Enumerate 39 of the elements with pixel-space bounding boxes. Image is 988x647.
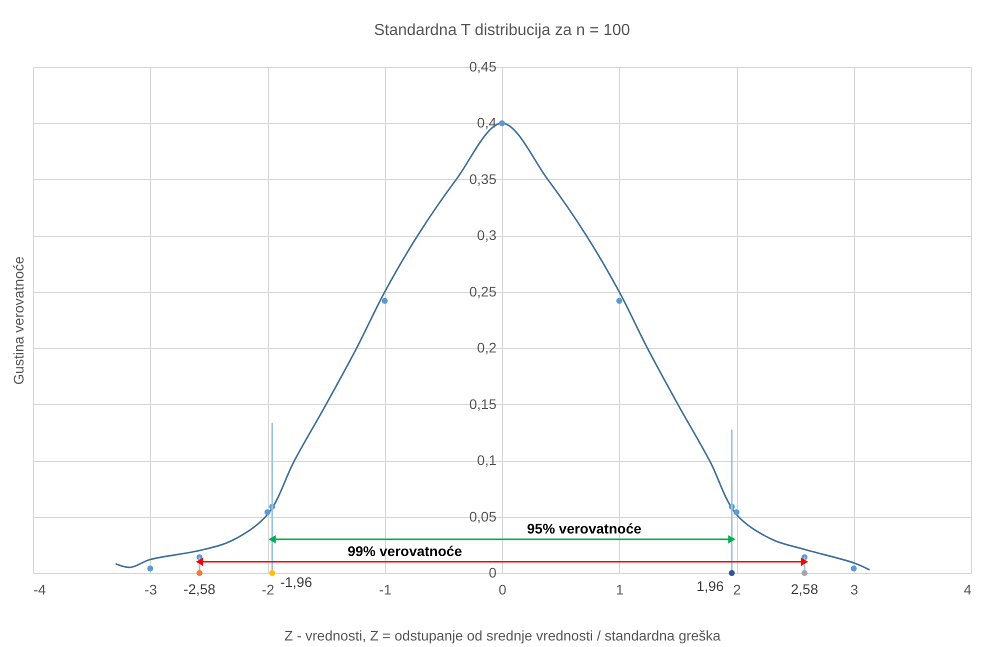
series-label: 99% verovatnoće bbox=[348, 542, 462, 559]
x-tick-label: 0 bbox=[498, 582, 507, 598]
x-tick-label: -3 bbox=[144, 582, 158, 598]
y-tick-label: 0,45 bbox=[469, 58, 497, 74]
y-tick-label: 0,15 bbox=[469, 396, 497, 412]
point bbox=[616, 298, 622, 304]
y-tick-label: 0,2 bbox=[477, 340, 497, 356]
point bbox=[728, 570, 735, 576]
annotation: 2,58 bbox=[790, 581, 818, 597]
x-tick-label: -1 bbox=[379, 582, 392, 598]
y-tick-label: 0,25 bbox=[469, 283, 497, 300]
annotation: 1,96 bbox=[696, 578, 724, 594]
x-tick-label: 1 bbox=[616, 582, 624, 598]
x-tick-label: -2 bbox=[262, 582, 274, 598]
x-tick-label: 2 bbox=[733, 582, 742, 598]
y-tick-label: 0,05 bbox=[469, 508, 497, 524]
x-tick-label: 4 bbox=[964, 582, 972, 598]
point bbox=[802, 570, 808, 576]
point bbox=[269, 570, 276, 576]
y-tick-label: 0,4 bbox=[477, 114, 497, 131]
point bbox=[850, 566, 857, 572]
annotation: -2,58 bbox=[184, 581, 216, 597]
point bbox=[264, 509, 270, 516]
point bbox=[734, 509, 740, 516]
y-tick-label: 0,1 bbox=[477, 452, 497, 468]
point bbox=[147, 566, 154, 572]
point bbox=[382, 298, 388, 304]
y-tick-label: 0,3 bbox=[477, 227, 497, 244]
series-label: 95% verovatnoće bbox=[527, 520, 642, 536]
y-tick-label: 0,35 bbox=[469, 170, 497, 187]
x-axis-title: Z - vrednosti, Z = odstupanje od srednje vrednosti / standardna greška bbox=[284, 628, 721, 644]
chart-title: Standardna T distribucija za n = 100 bbox=[374, 22, 630, 39]
annotation: -1,96 bbox=[280, 574, 312, 590]
x-tick-label: 3 bbox=[850, 582, 858, 598]
point bbox=[499, 120, 505, 126]
point bbox=[196, 570, 202, 576]
y-axis-title: Gustina verovatnoće bbox=[10, 256, 26, 385]
y-tick-label: 0 bbox=[488, 564, 497, 580]
x-tick-label: -4 bbox=[34, 582, 46, 598]
